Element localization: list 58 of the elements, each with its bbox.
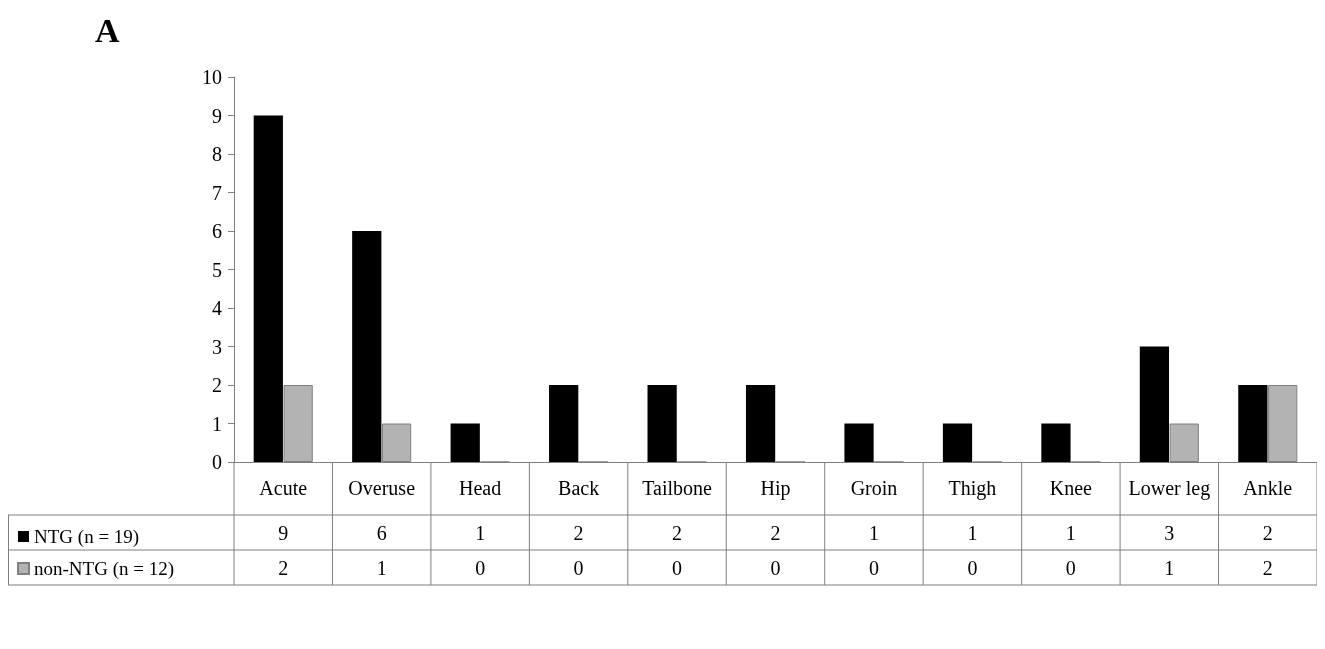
x-tick-label: Acute — [259, 477, 308, 499]
data-label: 9 — [278, 521, 289, 544]
x-tick-label: Groin — [850, 477, 898, 499]
x-tick-label: Head — [459, 477, 502, 499]
data-label: 0 — [672, 556, 683, 579]
bar — [844, 423, 874, 462]
y-tick-label: 0 — [212, 451, 222, 473]
y-tick-label: 8 — [212, 143, 222, 165]
x-tick-label: Ankle — [1243, 477, 1293, 499]
y-tick-label: 4 — [212, 297, 222, 319]
bar — [450, 423, 480, 462]
data-label: 1 — [967, 521, 978, 544]
data-label: 2 — [770, 521, 781, 544]
x-tick-label: Hip — [760, 477, 791, 500]
data-label: 0 — [475, 556, 486, 579]
bar — [253, 115, 283, 462]
bar — [352, 231, 382, 462]
x-tick-label: Lower leg — [1128, 477, 1211, 500]
x-tick-label: Thigh — [948, 477, 997, 500]
y-tick-label: 10 — [202, 66, 222, 88]
data-label: 2 — [278, 556, 289, 579]
y-tick-label: 9 — [212, 104, 222, 127]
y-tick-label: 7 — [212, 181, 222, 204]
bar — [647, 385, 677, 462]
y-tick-label: 1 — [212, 412, 222, 435]
data-label: 0 — [573, 556, 584, 579]
y-tick-label: 6 — [212, 220, 222, 242]
chart-title: A — [95, 11, 120, 49]
bar — [745, 385, 776, 462]
data-label: 0 — [770, 556, 781, 579]
legend-label: non-NTG (n = 12) — [34, 558, 174, 580]
x-tick-label: Tailbone — [642, 477, 713, 499]
x-tick-label: Back — [558, 477, 600, 499]
bar — [1041, 423, 1071, 462]
data-label: 1 — [376, 556, 387, 579]
data-label: 1 — [1065, 521, 1076, 544]
bar — [942, 423, 973, 462]
data-label: 0 — [868, 556, 879, 579]
data-label: 1 — [1164, 556, 1175, 579]
y-tick-label: 5 — [212, 258, 222, 281]
data-label: 0 — [967, 556, 978, 579]
legend-label: NTG (n = 19) — [34, 526, 140, 548]
data-label: 2 — [1262, 556, 1273, 579]
data-label: 0 — [1065, 556, 1076, 579]
x-tick-label: Knee — [1049, 477, 1093, 499]
x-tick-label: Overuse — [348, 477, 416, 499]
data-label: 6 — [376, 521, 387, 544]
data-label: 1 — [868, 521, 879, 544]
data-label: 1 — [475, 521, 486, 544]
y-tick-label: 3 — [212, 335, 222, 358]
data-label: 2 — [1262, 521, 1273, 544]
bar — [1238, 385, 1268, 462]
bar — [1139, 346, 1170, 462]
data-label: 2 — [573, 521, 584, 544]
data-label: 3 — [1164, 521, 1175, 544]
bar — [549, 385, 579, 462]
y-tick-label: 2 — [212, 374, 222, 396]
data-label: 2 — [672, 521, 683, 544]
